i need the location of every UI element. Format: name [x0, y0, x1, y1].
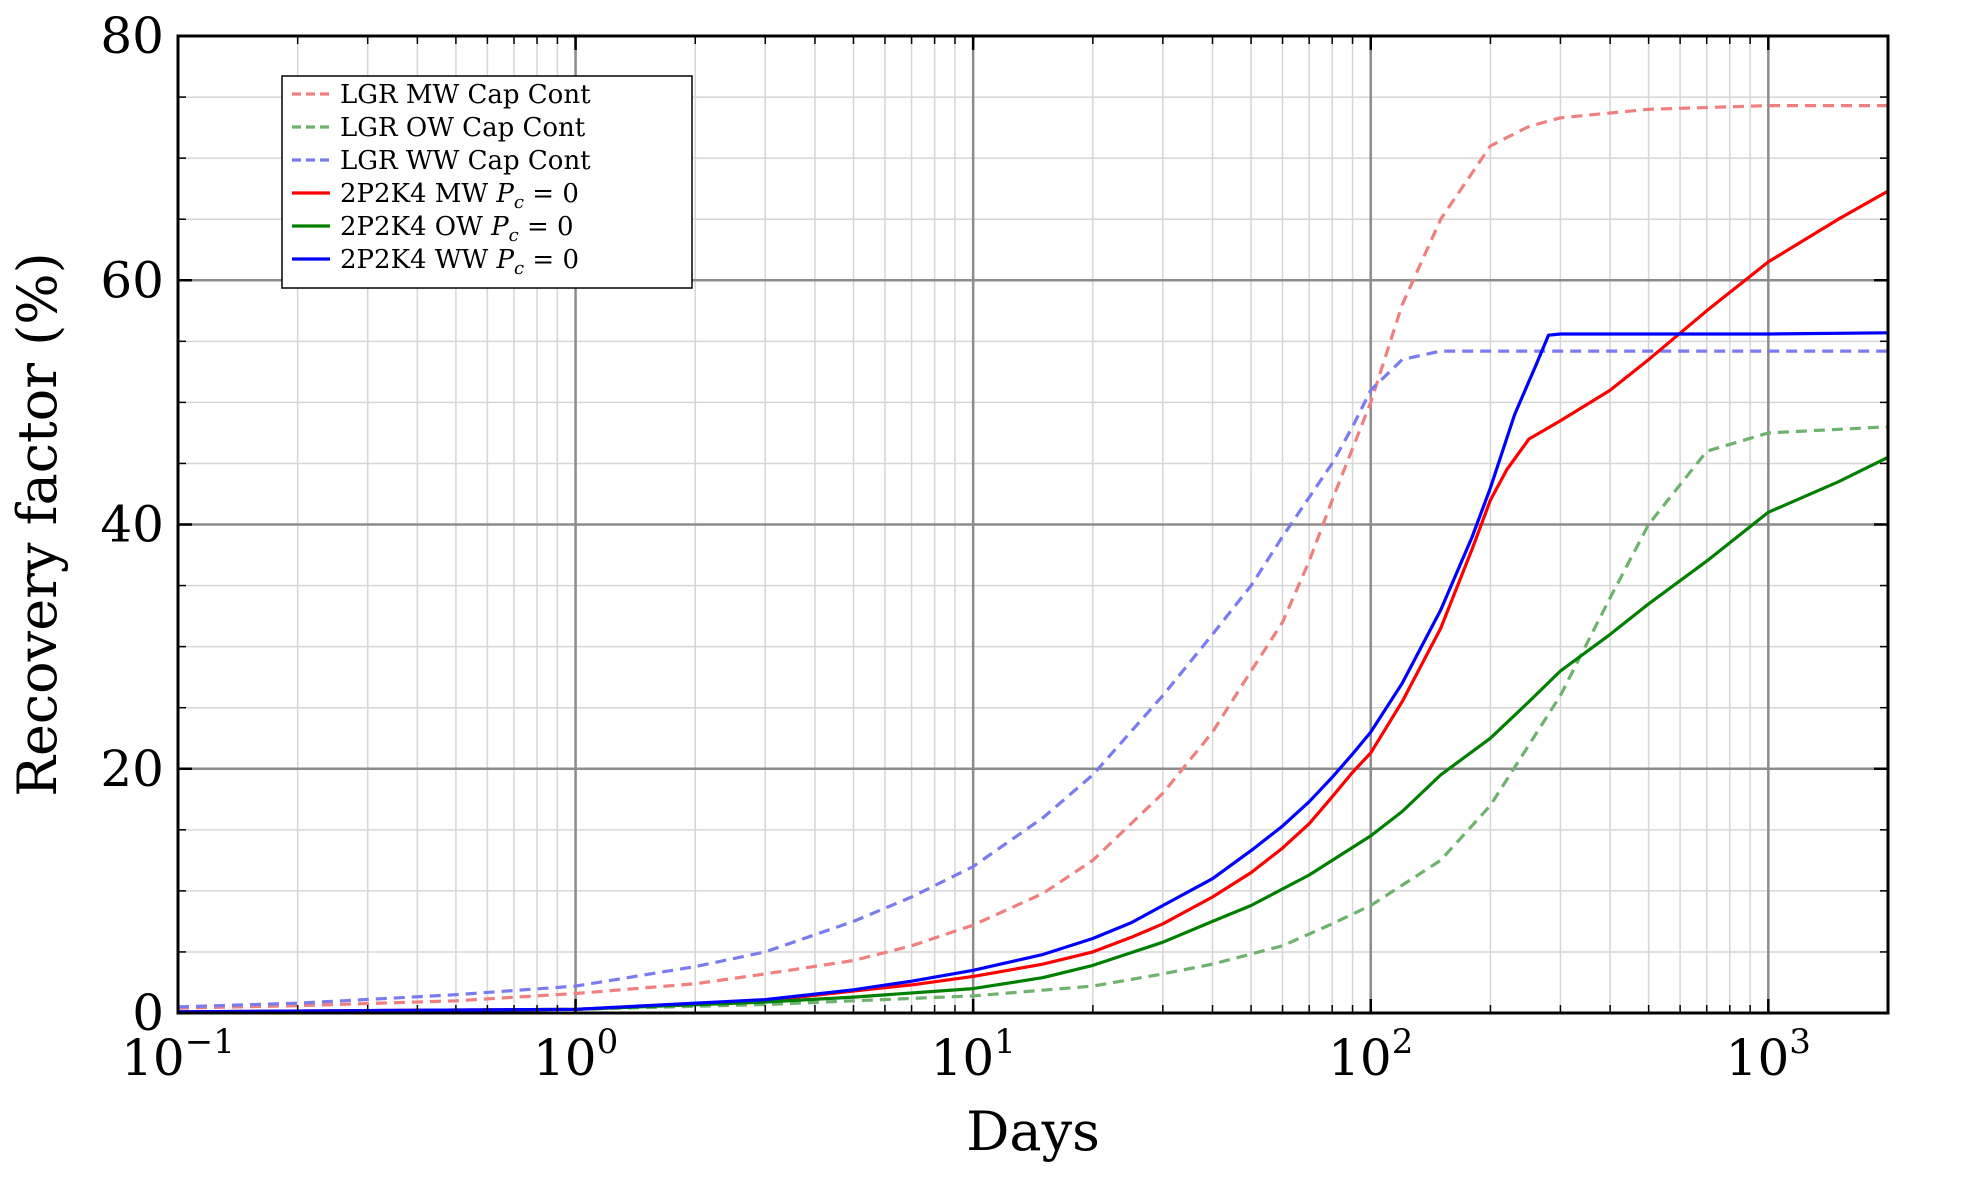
- x-tick-base: 10: [121, 1029, 185, 1087]
- legend-label-text: 2P2K4 MW: [340, 179, 496, 209]
- legend-label-text: 2P2K4 OW: [340, 212, 491, 242]
- x-tick-label: 10−1: [121, 1022, 235, 1087]
- y-tick-label: 0: [132, 984, 164, 1042]
- x-tick-base: 10: [931, 1029, 995, 1087]
- x-tick-label: 102: [1328, 1022, 1413, 1087]
- legend-label-subscript: c: [514, 258, 524, 279]
- y-tick-label: 80: [100, 7, 164, 65]
- series-line-2: [177, 425, 1889, 1014]
- x-tick-exponent: 0: [597, 1022, 619, 1062]
- x-tick-exponent: 3: [1789, 1022, 1811, 1062]
- series-line-6: [177, 331, 1889, 1014]
- major-grid: [176, 36, 1888, 1013]
- legend-label-text: 2P2K4 WW: [340, 245, 497, 275]
- x-tick-base: 10: [533, 1029, 597, 1087]
- series-line-1: [177, 104, 1888, 1010]
- legend-label-rest: = 0: [524, 245, 579, 275]
- legend-label-symbol: P: [496, 245, 515, 275]
- legend-label: LGR MW Cap Cont: [340, 80, 591, 110]
- x-axis-title: Days: [966, 1100, 1100, 1163]
- x-tick-exponent: −1: [185, 1022, 235, 1062]
- x-tick-exponent: 1: [994, 1022, 1016, 1062]
- x-tick-base: 10: [1726, 1029, 1790, 1087]
- axis-ticks: [176, 34, 1889, 1015]
- legend-label-rest: = 0: [519, 212, 574, 242]
- legend-label: 2P2K4 OW Pc = 0: [340, 212, 574, 246]
- x-tick-label: 103: [1726, 1022, 1811, 1087]
- series-line-5: [177, 455, 1889, 1014]
- y-tick-label: 60: [100, 251, 164, 309]
- x-tick-label: 101: [931, 1022, 1016, 1087]
- legend-label: LGR WW Cap Cont: [340, 146, 591, 176]
- x-tick-exponent: 2: [1392, 1022, 1414, 1062]
- x-tick-label: 100: [533, 1022, 618, 1087]
- legend-label-symbol: P: [490, 212, 509, 242]
- x-tick-base: 10: [1328, 1029, 1392, 1087]
- legend-label: 2P2K4 WW Pc = 0: [340, 245, 579, 279]
- legend-box: [281, 75, 693, 289]
- legend-label-subscript: c: [514, 192, 524, 213]
- series-layer: [177, 104, 1889, 1014]
- legend-label: 2P2K4 MW Pc = 0: [340, 179, 579, 213]
- y-axis-title: Recovery factor (%): [6, 252, 69, 796]
- legend-label: LGR OW Cap Cont: [340, 113, 586, 143]
- series-line-3: [177, 349, 1888, 1009]
- legend-label-rest: = 0: [524, 179, 579, 209]
- legend-label-subscript: c: [509, 225, 519, 246]
- series-line-4: [177, 189, 1889, 1014]
- y-tick-label: 20: [100, 740, 164, 798]
- y-tick-label: 40: [100, 496, 164, 554]
- legend-label-symbol: P: [495, 179, 514, 209]
